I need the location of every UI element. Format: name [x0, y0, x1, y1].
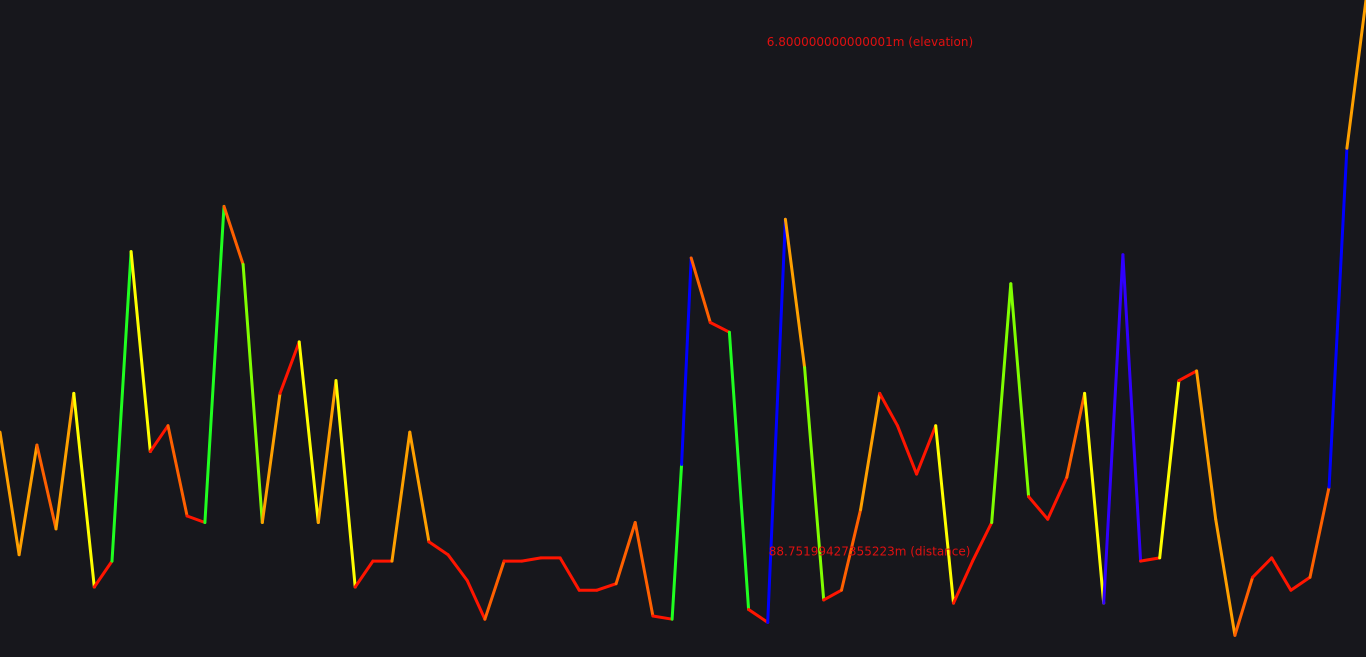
- elevation-line: [0, 0, 1366, 637]
- line-segment: [54, 391, 76, 531]
- line-segment: [520, 556, 543, 563]
- line-segment: [878, 391, 899, 428]
- line-segment: [934, 424, 955, 605]
- line-segment: [1083, 391, 1106, 605]
- line-segment: [633, 521, 655, 618]
- line-segment: [260, 391, 282, 524]
- line-segment: [1270, 556, 1293, 592]
- line-segment: [971, 521, 994, 563]
- line-segment: [1289, 575, 1312, 592]
- line-segment: [558, 556, 581, 592]
- line-segment: [465, 579, 487, 621]
- line-segment: [915, 424, 938, 476]
- line-segment: [148, 424, 170, 453]
- line-segment: [110, 250, 133, 563]
- line-segment: [316, 379, 338, 524]
- line-segment: [747, 608, 770, 624]
- line-segment: [783, 217, 807, 370]
- line-segment: [803, 366, 826, 602]
- line-segment: [614, 521, 637, 586]
- line-segment: [859, 391, 882, 512]
- line-segment: [952, 559, 975, 605]
- elevation-annotation: 6.800000000000001m (elevation): [767, 35, 973, 49]
- line-segment: [1065, 391, 1087, 479]
- line-segment: [1214, 517, 1237, 637]
- line-segment: [446, 553, 469, 582]
- line-segment: [896, 424, 919, 476]
- line-segment: [278, 340, 301, 395]
- line-segment: [990, 282, 1013, 524]
- line-segment: [1121, 253, 1143, 563]
- line-segment: [708, 321, 731, 334]
- line-segment: [166, 424, 189, 518]
- line-segment: [334, 379, 357, 589]
- distance-annotation: 88.75199427355223m (distance): [769, 544, 971, 558]
- line-segment: [1046, 475, 1069, 521]
- line-segment: [670, 462, 684, 621]
- line-segment: [35, 443, 58, 531]
- line-segment: [766, 217, 787, 624]
- line-segment: [0, 430, 21, 557]
- line-segment: [427, 540, 450, 557]
- line-segment: [353, 559, 375, 589]
- line-segment: [680, 256, 693, 466]
- line-segment: [72, 391, 96, 589]
- line-segment: [390, 430, 412, 563]
- line-segment: [241, 263, 264, 524]
- line-segment: [297, 340, 320, 524]
- line-segment: [1308, 485, 1331, 579]
- line-segment: [1327, 146, 1349, 489]
- line-segment: [651, 614, 674, 621]
- line-segment: [1139, 556, 1162, 563]
- line-segment: [408, 430, 431, 544]
- line-segment: [1027, 495, 1050, 521]
- line-segment: [129, 250, 152, 453]
- line-segment: [1233, 575, 1255, 637]
- line-segment: [822, 588, 843, 602]
- line-segment: [17, 443, 39, 557]
- line-segment: [1345, 0, 1366, 150]
- line-segment: [727, 330, 751, 611]
- line-segment: [840, 508, 863, 592]
- line-segment: [1158, 379, 1181, 560]
- line-segment: [185, 514, 207, 524]
- line-segment: [203, 204, 226, 524]
- line-segment: [1177, 369, 1199, 383]
- line-segment: [1251, 556, 1274, 579]
- line-segment: [1102, 253, 1125, 605]
- line-segment: [92, 559, 114, 589]
- line-segment: [1195, 369, 1218, 521]
- line-segment: [222, 204, 245, 266]
- line-segment: [689, 256, 712, 324]
- line-segment: [595, 582, 618, 592]
- line-segment: [483, 559, 506, 621]
- line-segment: [1009, 282, 1031, 499]
